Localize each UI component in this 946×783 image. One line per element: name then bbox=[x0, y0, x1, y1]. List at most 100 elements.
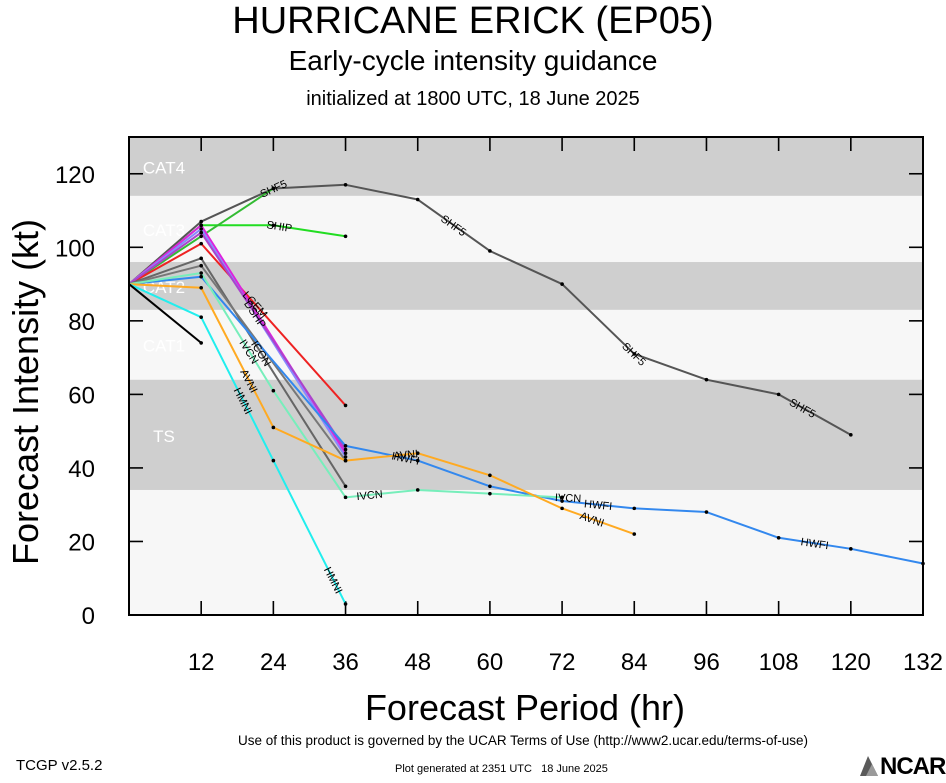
data-point-avni bbox=[199, 285, 203, 290]
x-tick-label: 24 bbox=[260, 649, 287, 676]
data-point-avni bbox=[632, 532, 637, 536]
data-point-hwfi bbox=[199, 274, 203, 279]
data-point-hwfi bbox=[488, 484, 492, 489]
y-tick-label: 100 bbox=[55, 235, 95, 262]
y-tick-label: 60 bbox=[68, 382, 95, 409]
x-tick-label: 48 bbox=[404, 649, 431, 676]
data-point-avni bbox=[415, 451, 420, 456]
ncar-logo-text: NCAR bbox=[880, 753, 946, 780]
data-point-ivcn bbox=[488, 491, 492, 496]
data-point-shf5 bbox=[343, 183, 348, 187]
data-point-dshp bbox=[199, 230, 203, 235]
series-label-ivcn: IVCN bbox=[356, 489, 383, 504]
x-tick-label: 72 bbox=[549, 649, 576, 676]
data-point-lgem bbox=[343, 403, 348, 408]
data-point-series-5 bbox=[199, 227, 203, 231]
data-point-hwfi bbox=[632, 506, 637, 511]
data-point-series-8 bbox=[199, 263, 203, 268]
x-tick-label: 132 bbox=[903, 649, 943, 676]
x-tick-label: 60 bbox=[477, 649, 504, 676]
data-point-hwfi bbox=[849, 547, 853, 551]
x-axis-label: Forecast Period (hr) bbox=[365, 687, 685, 728]
band-label-ts: TS bbox=[153, 427, 175, 446]
series-label-ship: SHIP bbox=[266, 219, 293, 235]
data-point-icon bbox=[199, 256, 203, 261]
band-label-cat4: CAT4 bbox=[143, 158, 185, 177]
data-point-shf5 bbox=[632, 352, 637, 356]
data-point-hmni bbox=[199, 315, 203, 319]
series-line-avni bbox=[128, 283, 635, 536]
data-point-shf5 bbox=[849, 433, 853, 437]
data-point-shf5 bbox=[488, 249, 492, 253]
data-point-ivcn bbox=[343, 495, 348, 500]
x-tick-label: 96 bbox=[693, 649, 720, 676]
x-tick-label: 36 bbox=[332, 649, 359, 676]
series-label-hwfi: HWFI bbox=[800, 536, 830, 552]
init-time: initialized at 1800 UTC, 18 June 2025 bbox=[306, 88, 640, 110]
series-markers bbox=[199, 183, 925, 606]
chart-title: HURRICANE ERICK (EP05) bbox=[232, 0, 714, 42]
x-tick-label: 108 bbox=[759, 649, 799, 676]
series-label-ivcn: IVCN bbox=[555, 492, 582, 505]
x-tick-label: 12 bbox=[188, 649, 215, 676]
data-point-shf5 bbox=[776, 392, 781, 397]
tick-labels: 12 24 36 48 60 72 84 96 108 120 132 0 20 40 60 80 100 120 bbox=[55, 162, 943, 676]
data-point-ivcn bbox=[271, 388, 276, 393]
terms-of-use: Use of this product is governed by the U… bbox=[238, 733, 808, 748]
y-tick-label: 120 bbox=[55, 162, 95, 189]
band-cat4 bbox=[129, 137, 923, 196]
data-point-hwfi bbox=[704, 510, 709, 514]
chart-subtitle: Early-cycle intensity guidance bbox=[288, 45, 658, 76]
data-point-avni bbox=[271, 425, 276, 430]
data-point-hwfi bbox=[560, 499, 564, 503]
y-tick-label: 80 bbox=[68, 309, 95, 336]
band-cat2 bbox=[129, 262, 923, 310]
data-point-series-4 bbox=[343, 451, 348, 456]
data-point-series-13 bbox=[199, 341, 203, 345]
data-point-lgem bbox=[199, 241, 203, 246]
data-point-shf5 bbox=[704, 377, 709, 382]
data-point-shf5 bbox=[560, 282, 564, 286]
y-tick-label: 40 bbox=[68, 456, 95, 483]
data-point-series-2 bbox=[199, 234, 203, 239]
ncar-logo: NCAR bbox=[858, 752, 946, 780]
data-point-ship bbox=[271, 223, 276, 228]
data-point-hwfi bbox=[343, 444, 348, 448]
data-point-icon bbox=[343, 484, 348, 489]
series-label-avni: AVNI bbox=[393, 448, 419, 462]
data-point-series-5 bbox=[343, 455, 348, 459]
data-point-hwfi bbox=[415, 458, 420, 463]
x-tick-label: 120 bbox=[831, 649, 871, 676]
data-point-shf5 bbox=[415, 197, 420, 202]
generated-time: Plot generated at 2351 UTC 18 June 2025 bbox=[395, 763, 608, 775]
y-tick-label: 20 bbox=[68, 529, 95, 556]
band-label-cat3: CAT3 bbox=[143, 221, 185, 240]
data-point-ivcn bbox=[560, 495, 564, 500]
data-point-avni bbox=[343, 458, 348, 463]
data-point-hmni bbox=[343, 602, 348, 606]
data-point-hmni bbox=[271, 458, 276, 463]
band-ts bbox=[129, 379, 923, 490]
ncar-logo-icon bbox=[860, 756, 878, 776]
data-point-dshp bbox=[343, 447, 348, 452]
data-point-hwfi bbox=[776, 535, 781, 540]
series-line-hmni bbox=[128, 283, 347, 605]
series-label-hwfi: HWFI bbox=[583, 498, 612, 513]
data-point-avni bbox=[488, 473, 492, 478]
plot-frame bbox=[128, 136, 924, 616]
y-tick-label: 0 bbox=[82, 603, 95, 630]
data-point-series-2 bbox=[271, 186, 276, 191]
y-axis-label: Forecast Intensity (kt) bbox=[5, 219, 46, 565]
data-point-ivcn bbox=[199, 271, 203, 275]
x-tick-label: 84 bbox=[621, 649, 648, 676]
series-label-hwfi: HWFI bbox=[391, 450, 421, 467]
data-point-avni bbox=[560, 506, 564, 511]
data-point-series-4 bbox=[199, 223, 203, 228]
version-label: TCGP v2.5.2 bbox=[16, 757, 103, 774]
band-cat3 bbox=[129, 195, 923, 263]
band-label-cat2: CAT2 bbox=[143, 278, 185, 297]
data-point-ivcn bbox=[415, 488, 420, 492]
band-label-cat1: CAT1 bbox=[143, 337, 185, 356]
data-point-ship bbox=[343, 234, 348, 239]
